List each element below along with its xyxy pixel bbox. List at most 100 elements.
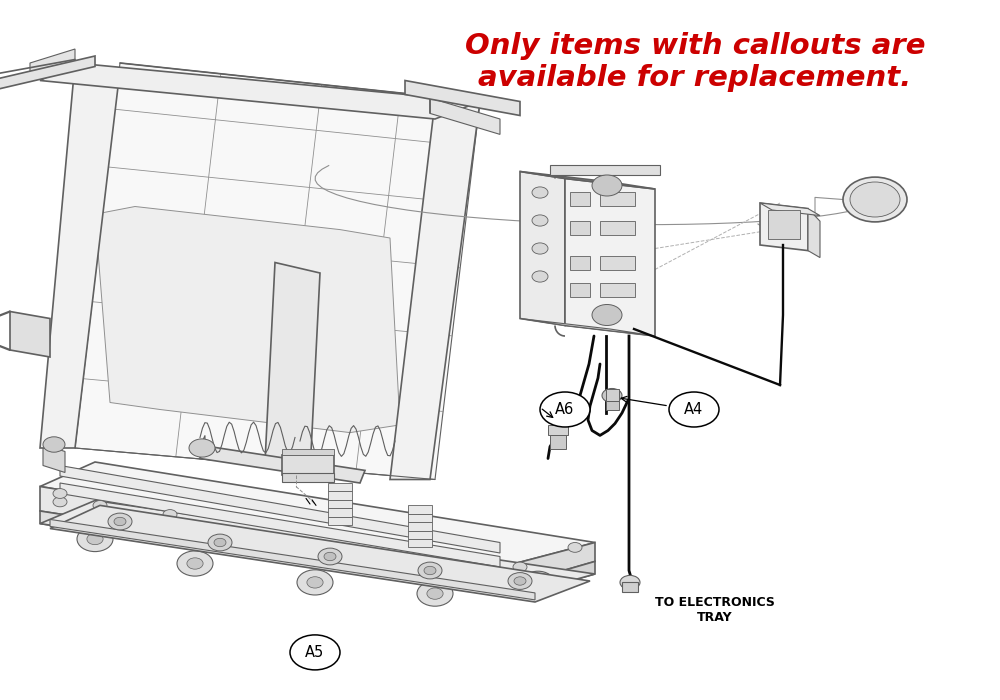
Circle shape: [427, 588, 443, 599]
Polygon shape: [565, 178, 655, 336]
Bar: [600, 256, 635, 270]
Circle shape: [514, 577, 526, 585]
Bar: [550, 164, 660, 175]
Circle shape: [108, 513, 132, 530]
Circle shape: [77, 526, 113, 552]
Bar: [570, 220, 590, 234]
Polygon shape: [50, 519, 535, 600]
Polygon shape: [520, 318, 655, 336]
Polygon shape: [408, 505, 432, 514]
Circle shape: [540, 392, 590, 427]
Polygon shape: [40, 63, 480, 119]
Polygon shape: [405, 80, 520, 116]
Polygon shape: [60, 483, 500, 567]
Polygon shape: [520, 172, 565, 326]
Polygon shape: [10, 312, 50, 357]
Bar: [600, 284, 635, 298]
Circle shape: [568, 542, 582, 552]
Circle shape: [522, 571, 554, 594]
Circle shape: [424, 566, 436, 575]
Bar: [548, 425, 568, 435]
Polygon shape: [328, 508, 352, 517]
Circle shape: [532, 215, 548, 226]
Text: TO ELECTRONICS
TRAY: TO ELECTRONICS TRAY: [655, 596, 775, 624]
Circle shape: [532, 271, 548, 282]
Polygon shape: [0, 56, 95, 91]
Circle shape: [417, 581, 453, 606]
Circle shape: [592, 175, 622, 196]
Circle shape: [669, 392, 719, 427]
Bar: [606, 401, 619, 410]
Circle shape: [418, 562, 442, 579]
Polygon shape: [75, 63, 480, 480]
Polygon shape: [328, 491, 352, 500]
Circle shape: [307, 577, 323, 588]
Circle shape: [843, 177, 907, 222]
Polygon shape: [408, 531, 432, 539]
Polygon shape: [50, 505, 590, 602]
Bar: [570, 256, 590, 270]
Polygon shape: [40, 511, 515, 596]
Circle shape: [87, 533, 103, 545]
Polygon shape: [408, 514, 432, 522]
Text: Only items with callouts are
available for replacement.: Only items with callouts are available f…: [465, 32, 925, 92]
Polygon shape: [328, 517, 352, 525]
Circle shape: [602, 389, 622, 402]
Bar: [550, 435, 566, 449]
Bar: [606, 389, 619, 401]
Polygon shape: [328, 500, 352, 508]
Polygon shape: [30, 49, 75, 77]
Bar: [570, 193, 590, 206]
Polygon shape: [40, 462, 595, 564]
Text: A5: A5: [305, 645, 325, 660]
Polygon shape: [430, 98, 500, 134]
Circle shape: [532, 187, 548, 198]
Bar: [600, 220, 635, 234]
Bar: [768, 210, 800, 239]
Bar: [570, 284, 590, 298]
Bar: [282, 455, 334, 475]
Circle shape: [532, 243, 548, 254]
Polygon shape: [515, 542, 595, 584]
Polygon shape: [200, 435, 205, 458]
Polygon shape: [95, 206, 400, 433]
Circle shape: [53, 489, 67, 498]
Circle shape: [187, 558, 203, 569]
Polygon shape: [40, 63, 120, 448]
Polygon shape: [390, 102, 480, 480]
Circle shape: [592, 304, 622, 326]
Circle shape: [850, 182, 900, 217]
Bar: [622, 582, 638, 591]
Circle shape: [508, 573, 532, 589]
Polygon shape: [40, 486, 515, 584]
Polygon shape: [808, 209, 820, 258]
Circle shape: [290, 635, 340, 670]
Bar: [282, 473, 334, 482]
Circle shape: [93, 500, 107, 510]
Polygon shape: [282, 449, 334, 455]
Circle shape: [513, 562, 527, 572]
Circle shape: [53, 497, 67, 507]
Bar: [600, 193, 635, 206]
Polygon shape: [760, 203, 820, 216]
Circle shape: [163, 510, 177, 519]
Polygon shape: [200, 446, 365, 483]
Circle shape: [318, 548, 342, 565]
Polygon shape: [43, 444, 65, 472]
Circle shape: [114, 517, 126, 526]
Polygon shape: [40, 500, 595, 596]
Polygon shape: [60, 466, 500, 553]
Circle shape: [324, 552, 336, 561]
Circle shape: [189, 439, 215, 457]
Text: A4: A4: [684, 402, 704, 417]
Polygon shape: [760, 203, 808, 251]
Circle shape: [208, 534, 232, 551]
Circle shape: [620, 575, 640, 589]
Polygon shape: [520, 172, 655, 189]
Circle shape: [531, 578, 545, 587]
Circle shape: [177, 551, 213, 576]
Circle shape: [43, 437, 65, 452]
Polygon shape: [408, 522, 432, 531]
Circle shape: [297, 570, 333, 595]
Polygon shape: [515, 561, 595, 596]
